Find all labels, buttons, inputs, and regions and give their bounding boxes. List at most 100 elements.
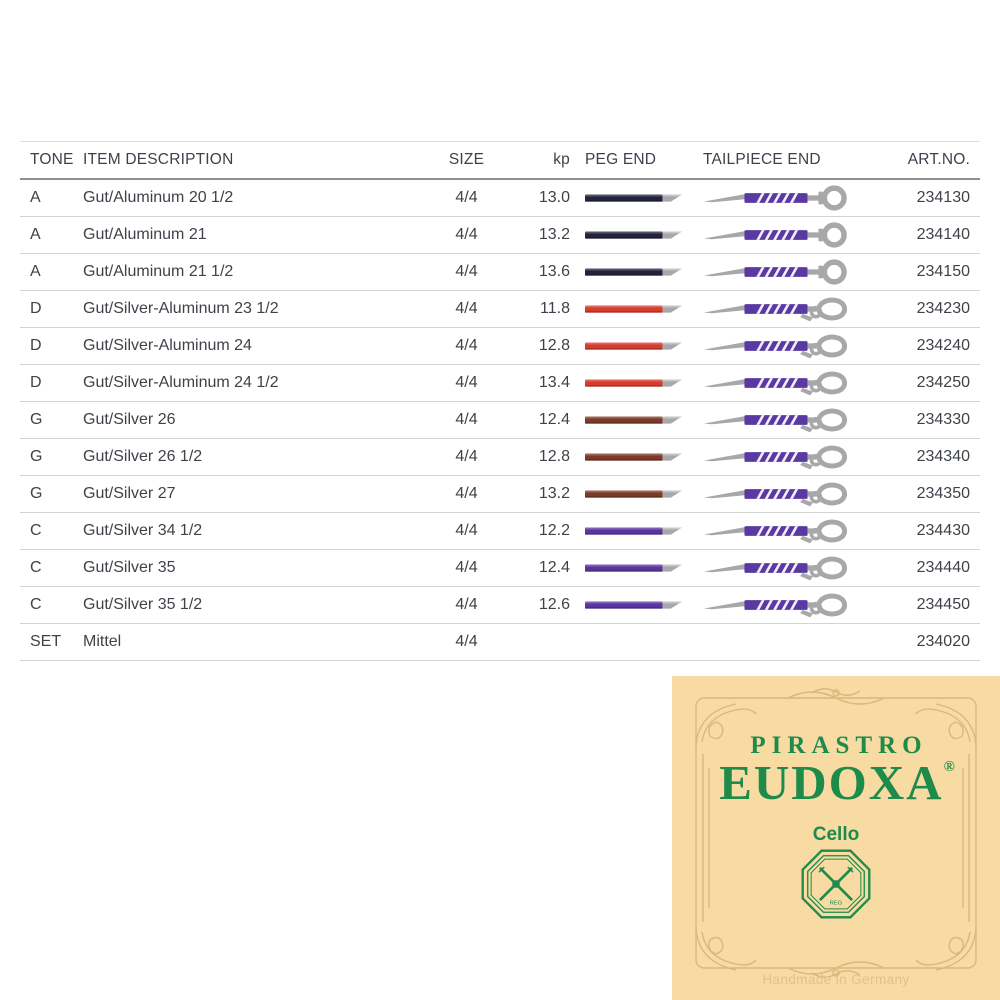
string-peg-end-icon [585, 379, 682, 387]
art-no-cell: 234130 [916, 189, 970, 206]
tone-cell: G [30, 411, 43, 428]
header-peg-end: PEG END [585, 151, 657, 168]
item-description-cell: Gut/Aluminum 21 [83, 226, 207, 243]
header-tailpiece-end: TAILPIECE END [703, 151, 821, 168]
art-no-cell: 234150 [916, 263, 970, 280]
size-cell: 4/4 [455, 374, 478, 391]
item-description-cell: Gut/Silver-Aluminum 24 [83, 337, 252, 354]
header-kp: kp [553, 151, 570, 168]
header-item-description: ITEM DESCRIPTION [83, 151, 234, 168]
kp-cell: 13.6 [538, 263, 570, 280]
string-peg-end-icon [585, 305, 682, 313]
header-art-no: ART.NO. [907, 151, 970, 168]
tailpiece-knot-end-icon [703, 593, 848, 618]
brand-name: PIRASTRO [750, 732, 928, 759]
table-row: A Gut/Aluminum 21 4/4 13.2 [20, 217, 980, 254]
kp-cell: 13.4 [538, 374, 570, 391]
tailpiece-knot-end-icon [703, 556, 848, 581]
table-row: G Gut/Silver 27 4/4 13.2 [20, 476, 980, 513]
product-name-text: EUDOXA [719, 755, 944, 810]
tailpiece-end-cell [700, 555, 870, 581]
crossed-bows-emblem-icon: REG [801, 849, 871, 919]
tone-cell: A [30, 226, 41, 243]
tailpiece-end-cell [700, 222, 870, 248]
table-row: G Gut/Silver 26 4/4 12.4 [20, 402, 980, 439]
tone-cell: C [30, 522, 42, 539]
size-cell: 4/4 [455, 411, 478, 428]
kp-cell: 12.2 [538, 522, 570, 539]
tailpiece-end-cell [700, 370, 870, 396]
string-peg-end-icon [585, 564, 682, 572]
tone-cell: SET [30, 633, 62, 650]
registered-trademark-symbol: ® [943, 759, 955, 775]
handmade-footer-text: Handmade in Germany [762, 972, 910, 987]
art-no-cell: 234350 [916, 485, 970, 502]
size-cell: 4/4 [455, 559, 478, 576]
string-peg-end-icon [585, 342, 682, 350]
peg-end-cell [570, 339, 700, 353]
tone-cell: C [30, 559, 42, 576]
emblem-reg-label: REG [830, 901, 843, 907]
table-row: A Gut/Aluminum 20 1/2 4/4 13.0 [20, 180, 980, 217]
kp-cell: 12.4 [538, 559, 570, 576]
art-no-cell: 234020 [916, 633, 970, 650]
table-header-row: TONE ITEM DESCRIPTION SIZE kp PEG END TA… [20, 141, 980, 180]
tailpiece-end-cell [700, 444, 870, 470]
item-description-cell: Gut/Silver 26 1/2 [83, 448, 203, 465]
peg-end-cell [570, 191, 700, 205]
size-cell: 4/4 [455, 263, 478, 280]
art-no-cell: 234330 [916, 411, 970, 428]
peg-end-cell [570, 635, 700, 649]
table-row: C Gut/Silver 35 1/2 4/4 12.6 [20, 587, 980, 624]
peg-end-cell [570, 228, 700, 242]
header-tone: TONE [30, 151, 74, 168]
item-description-cell: Gut/Silver 34 1/2 [83, 522, 203, 539]
peg-end-cell [570, 376, 700, 390]
table-row: A Gut/Aluminum 21 1/2 4/4 13.6 [20, 254, 980, 291]
tailpiece-knot-end-icon [703, 408, 848, 433]
tailpiece-knot-end-icon [703, 445, 848, 470]
tailpiece-end-cell [700, 518, 870, 544]
tailpiece-end-cell [700, 407, 870, 433]
peg-end-cell [570, 265, 700, 279]
product-package-image: PIRASTRO EUDOXA® Cello REG Handmade in G… [672, 676, 1000, 1000]
tone-cell: D [30, 337, 42, 354]
peg-end-cell [570, 302, 700, 316]
item-description-cell: Gut/Aluminum 21 1/2 [83, 263, 234, 280]
art-no-cell: 234140 [916, 226, 970, 243]
kp-cell: 12.6 [538, 596, 570, 613]
item-description-cell: Gut/Silver 26 [83, 411, 176, 428]
tone-cell: A [30, 189, 41, 206]
tone-cell: D [30, 374, 42, 391]
tailpiece-knot-end-icon [703, 482, 848, 507]
product-name: EUDOXA® [672, 754, 1000, 811]
string-peg-end-icon [585, 601, 682, 609]
size-cell: 4/4 [455, 522, 478, 539]
item-description-cell: Mittel [83, 633, 122, 650]
string-peg-end-icon [585, 527, 682, 535]
table-row: SET Mittel 4/4 234020 [20, 624, 980, 661]
header-size: SIZE [448, 151, 485, 168]
size-cell: 4/4 [455, 337, 478, 354]
size-cell: 4/4 [455, 448, 478, 465]
peg-end-cell [570, 561, 700, 575]
kp-cell: 13.2 [538, 226, 570, 243]
tailpiece-knot-end-icon [703, 297, 848, 322]
tone-cell: G [30, 448, 43, 465]
size-cell: 4/4 [455, 596, 478, 613]
item-description-cell: Gut/Silver-Aluminum 23 1/2 [83, 300, 279, 317]
kp-cell: 13.2 [538, 485, 570, 502]
tailpiece-end-cell [700, 481, 870, 507]
tailpiece-end-cell [700, 259, 870, 285]
table-row: D Gut/Silver-Aluminum 23 1/2 4/4 11.8 [20, 291, 980, 328]
item-description-cell: Gut/Silver 27 [83, 485, 176, 502]
tailpiece-knot-end-icon [703, 519, 848, 544]
item-description-cell: Gut/Silver 35 [83, 559, 176, 576]
peg-end-cell [570, 413, 700, 427]
string-peg-end-icon [585, 490, 682, 498]
tone-cell: D [30, 300, 42, 317]
tailpiece-knot-end-icon [703, 334, 848, 359]
size-cell: 4/4 [455, 189, 478, 206]
art-no-cell: 234340 [916, 448, 970, 465]
kp-cell: 13.0 [538, 189, 570, 206]
